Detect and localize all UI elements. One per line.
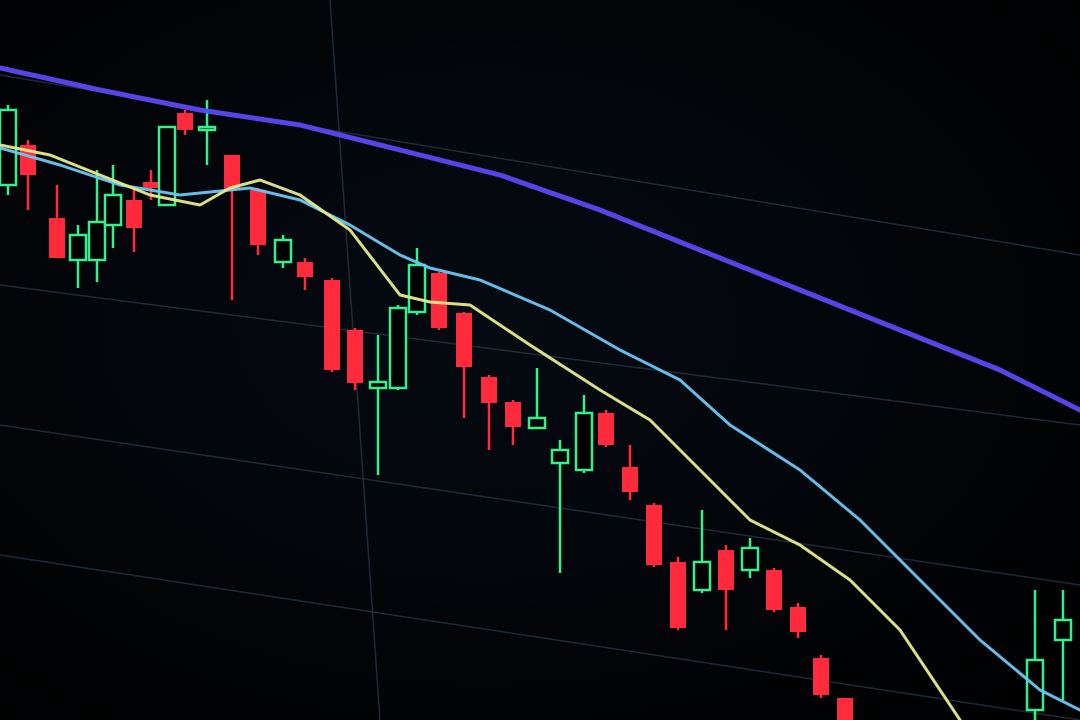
candle-body bbox=[670, 562, 686, 628]
candle-body bbox=[481, 377, 497, 403]
candle-body bbox=[368, 380, 388, 390]
candle-body bbox=[718, 550, 734, 590]
candle-body bbox=[456, 313, 472, 367]
candle-body bbox=[49, 218, 65, 258]
candle-body bbox=[622, 467, 638, 492]
candle-body bbox=[598, 413, 614, 445]
candle-body bbox=[87, 220, 107, 262]
candle-body bbox=[550, 448, 570, 465]
grid-line bbox=[0, 284, 1080, 426]
moving-average-line bbox=[0, 146, 1080, 712]
candle-body bbox=[224, 155, 240, 190]
candle-body bbox=[126, 200, 142, 228]
candle-body bbox=[646, 505, 662, 565]
candle-body bbox=[813, 658, 829, 695]
candle-body bbox=[740, 546, 760, 572]
candle-body bbox=[692, 560, 712, 592]
moving-average-line bbox=[0, 143, 962, 720]
candle-body bbox=[347, 330, 363, 383]
candle-body bbox=[250, 190, 266, 245]
candle-body bbox=[505, 402, 521, 427]
grid-line bbox=[0, 554, 1080, 720]
candle-body bbox=[431, 273, 447, 328]
candle-body bbox=[790, 607, 806, 632]
candle-body bbox=[407, 263, 427, 314]
candle-body bbox=[837, 698, 853, 720]
moving-average-line bbox=[0, 65, 1080, 413]
candle-body bbox=[197, 125, 217, 132]
candle-body bbox=[157, 125, 177, 207]
candle-body bbox=[273, 238, 293, 264]
candle-body bbox=[574, 411, 594, 472]
candle-body bbox=[297, 262, 313, 277]
candle-body bbox=[388, 306, 408, 390]
candle-body bbox=[103, 193, 123, 227]
candle-body bbox=[527, 416, 547, 430]
candle-body bbox=[68, 233, 88, 262]
candle-body bbox=[143, 182, 159, 188]
candle-body bbox=[324, 280, 340, 370]
candle-body bbox=[766, 570, 782, 610]
candle-body bbox=[177, 113, 193, 130]
candle-body bbox=[1053, 618, 1073, 642]
